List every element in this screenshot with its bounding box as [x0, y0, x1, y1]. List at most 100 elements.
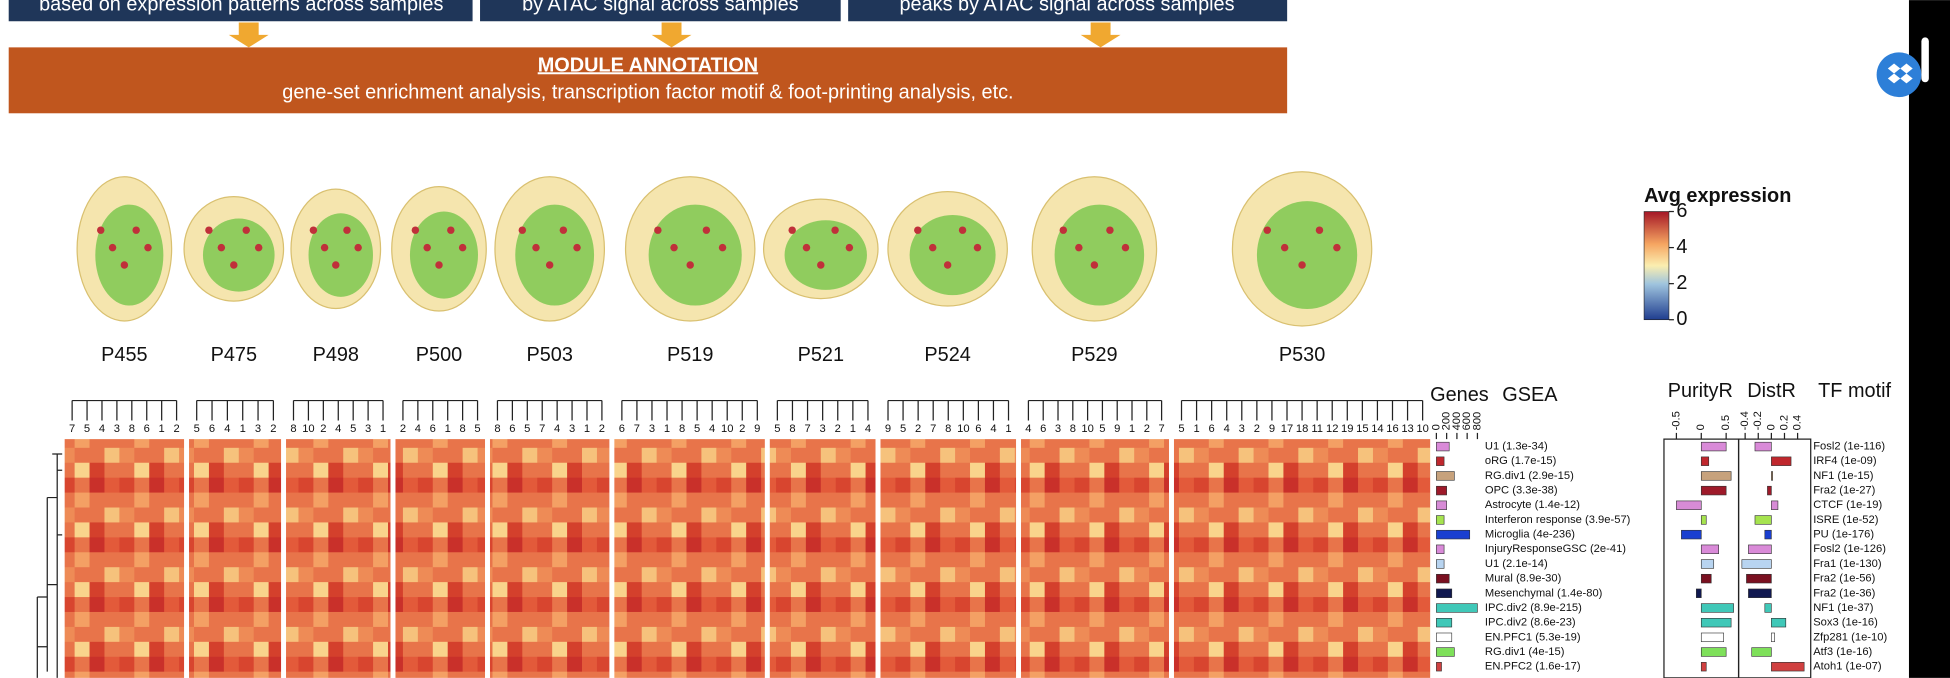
tumor-spot [532, 243, 540, 252]
leaf-label: 1 [664, 423, 670, 435]
heatmap-block [189, 439, 282, 678]
axis-tick-label: -0.2 [1752, 411, 1764, 430]
axis-tick-label: 400 [1451, 412, 1463, 431]
dist-bar [1754, 441, 1772, 452]
heatmap-block [489, 439, 610, 678]
tumor-core [202, 218, 275, 292]
tumor-spot [1106, 226, 1114, 234]
leaf-label: 4 [99, 423, 105, 435]
leaf-label: 4 [415, 423, 421, 435]
tumor-spot [447, 226, 455, 234]
leaf-label: 9 [1114, 423, 1120, 435]
axis-tick-label: 0.2 [1778, 415, 1790, 431]
leaf-label: 4 [554, 423, 560, 435]
tf-label: Fra1 (1e-130) [1813, 558, 1882, 570]
arrow [1080, 22, 1121, 48]
leaf-label: 4 [335, 423, 341, 435]
sample-label: P503 [526, 344, 572, 366]
panel-title: GSEA [1502, 384, 1558, 406]
purity-bar [1700, 559, 1715, 569]
purity-bar [1700, 662, 1707, 672]
leaf-label: 7 [1158, 423, 1164, 435]
gsea-label: Microglia (4e-236) [1485, 529, 1575, 541]
tf-label: Fra2 (1e-27) [1813, 485, 1875, 497]
tumor-core [1256, 201, 1358, 310]
leaf-label: 1 [445, 423, 451, 435]
leaf-label: 5 [694, 423, 700, 435]
leaf-label: 5 [474, 423, 480, 435]
tumor-core [515, 204, 595, 306]
leaf-label: 5 [524, 423, 530, 435]
leaf-label: 8 [945, 423, 951, 435]
heatmap-figure: Avg expression Genes GSEA PurityR DistR … [36, 185, 1892, 678]
banner-text: by ATAC signal across samples [522, 0, 799, 15]
heatmap-block [880, 439, 1017, 678]
gsea-label: Interferon response (3.9e-57) [1485, 514, 1631, 526]
leaf-label: 3 [649, 423, 655, 435]
leaf-label: 8 [494, 423, 500, 435]
dropbox-icon[interactable] [1876, 52, 1922, 98]
column-dendrogram [402, 399, 479, 421]
colorbar-label: 0 [1676, 308, 1687, 330]
tumor-core [409, 211, 478, 299]
tumor-spot [802, 243, 811, 252]
purity-bar [1700, 471, 1732, 481]
heatmap-block [1021, 439, 1170, 678]
tumor-spot [1315, 226, 1324, 234]
tumor-spot [545, 261, 554, 269]
gene-bar [1436, 573, 1450, 584]
column-dendrogram [1027, 399, 1163, 421]
tumor-spot [1333, 243, 1341, 252]
leaf-label: 5 [1178, 423, 1184, 435]
scrollbar[interactable] [1921, 37, 1929, 83]
dist-bar [1771, 456, 1792, 466]
purity-bar [1700, 603, 1734, 613]
gene-bar [1436, 632, 1453, 643]
leaf-label: 16 [1386, 423, 1398, 435]
leaf-label: 3 [1055, 423, 1061, 435]
leaf-label: 7 [634, 423, 640, 435]
annotation-title: MODULE ANNOTATION [538, 54, 758, 76]
tumor-spot [943, 261, 952, 269]
panel-title: TF motif [1818, 380, 1891, 402]
purity-bar [1676, 500, 1702, 510]
panel-title: DistR [1747, 380, 1796, 402]
tf-label: Fra2 (1e-56) [1813, 573, 1875, 585]
banner: based on expression patterns across samp… [8, 0, 1288, 114]
leaf-label: 2 [599, 423, 605, 435]
dist-bar [1771, 471, 1773, 481]
axis-tick-label: 0 [1430, 424, 1442, 430]
tumor-spot [788, 226, 796, 234]
leaf-label: 7 [930, 423, 936, 435]
gene-bar [1436, 618, 1453, 628]
tf-label: Fosl2 (1e-126) [1813, 543, 1886, 555]
tumor-spot [1059, 226, 1068, 234]
tumor-spot [217, 243, 226, 252]
leaf-label: 3 [114, 423, 120, 435]
tumor-core [784, 220, 867, 290]
gsea-label: Mesenchymal (1.4e-80) [1485, 587, 1603, 599]
dist-bar [1771, 500, 1779, 510]
column-dendrogram [776, 399, 869, 421]
gene-bar [1436, 662, 1442, 672]
tumor-spot [354, 243, 362, 252]
tumor-core [648, 204, 742, 306]
leaf-label: 3 [1239, 423, 1245, 435]
leaf-label: 7 [69, 423, 75, 435]
leaf-label: 2 [1144, 423, 1150, 435]
annotation-subtitle: gene-set enrichment analysis, transcript… [282, 82, 1013, 104]
legend-title: Avg expression [1644, 185, 1791, 207]
tumor-spot [1121, 243, 1130, 252]
tumor-spot [573, 243, 581, 252]
sample-label: P500 [416, 344, 462, 366]
dist-bar [1754, 515, 1772, 525]
tf-label: NF1 (1e-15) [1813, 470, 1874, 482]
tf-label: Atf3 (1e-16) [1813, 646, 1872, 658]
leaf-label: 3 [569, 423, 575, 435]
leaf-label: 5 [350, 423, 356, 435]
axis-tick-label: 200 [1441, 412, 1453, 431]
tumor-spot [1298, 261, 1306, 269]
tf-label: ISRE (1e-52) [1813, 514, 1879, 526]
purity-bar [1700, 485, 1727, 496]
